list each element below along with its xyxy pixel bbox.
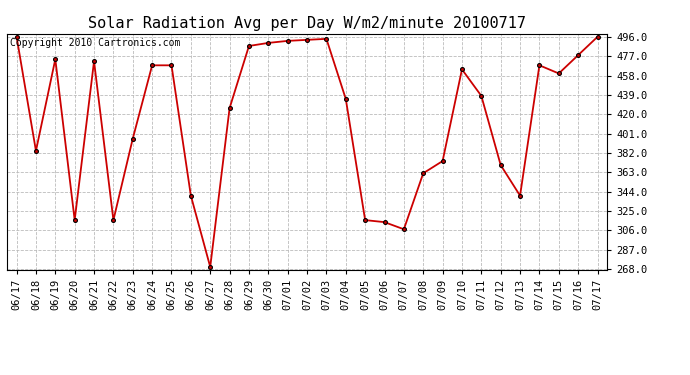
Title: Solar Radiation Avg per Day W/m2/minute 20100717: Solar Radiation Avg per Day W/m2/minute … [88,16,526,31]
Text: Copyright 2010 Cartronics.com: Copyright 2010 Cartronics.com [10,39,180,48]
